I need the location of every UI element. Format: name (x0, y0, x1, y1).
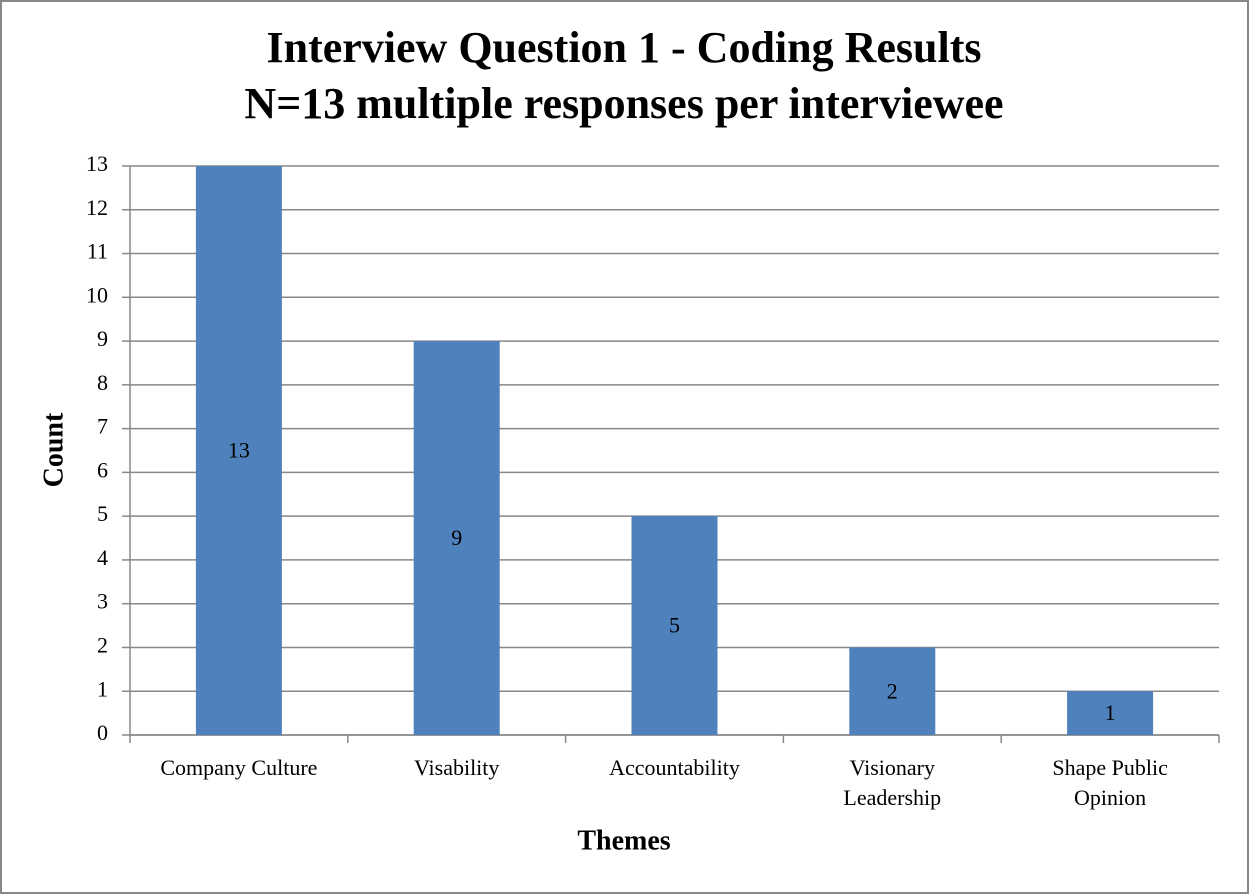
y-tick-label: 2 (97, 633, 108, 658)
bar (849, 647, 936, 735)
bar (413, 341, 500, 735)
chart-title: Interview Question 1 - Coding Results (266, 23, 981, 72)
bar (195, 166, 282, 735)
y-tick-label: 4 (97, 545, 108, 570)
data-label: 9 (451, 525, 462, 550)
y-tick-label: 7 (97, 414, 108, 439)
y-tick-label: 0 (97, 720, 108, 745)
x-tick-label: Visability (414, 755, 499, 780)
y-tick-label: 5 (97, 501, 108, 526)
data-label: 5 (669, 613, 680, 638)
x-tick-label: Company Culture (160, 755, 317, 780)
data-label: 2 (887, 678, 898, 703)
y-tick-label: 6 (97, 457, 108, 482)
y-tick-label: 13 (86, 151, 108, 176)
y-tick-label: 9 (97, 326, 108, 351)
y-tick-label: 12 (86, 195, 108, 220)
y-tick-label: 1 (97, 676, 108, 701)
x-tick-label: Accountability (609, 755, 740, 780)
y-tick-label: 3 (97, 589, 108, 614)
x-axis-title: Themes (577, 825, 670, 856)
y-axis-title: Count (38, 412, 69, 487)
bar (631, 516, 718, 735)
x-tick-label: Shape Public Opinion (1052, 755, 1168, 810)
chart-subtitle: N=13 multiple responses per interviewee (244, 79, 1003, 128)
x-tick-label: Visionary Leadership (843, 755, 941, 810)
y-tick-label: 11 (87, 239, 108, 264)
data-label: 13 (228, 438, 250, 463)
y-tick-label: 10 (86, 282, 108, 307)
y-tick-label: 8 (97, 370, 108, 395)
data-label: 1 (1105, 700, 1116, 725)
bar (1067, 691, 1154, 735)
